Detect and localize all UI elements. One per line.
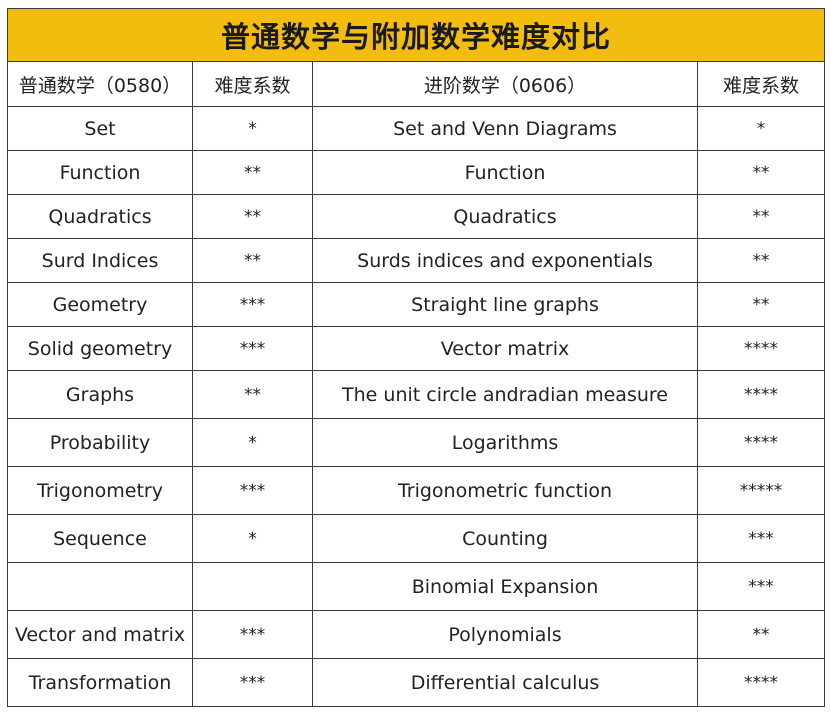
- additional-topic: Counting: [312, 514, 698, 563]
- standard-topic: Surd Indices: [7, 238, 193, 283]
- additional-topic: Trigonometric function: [312, 466, 698, 515]
- additional-difficulty: ****: [696, 658, 826, 707]
- additional-difficulty: ****: [696, 326, 826, 371]
- table-row: Sequence * Counting ***: [7, 514, 826, 563]
- standard-difficulty: ***: [192, 466, 313, 515]
- standard-difficulty: **: [192, 370, 313, 419]
- additional-topic: Surds indices and exponentials: [312, 238, 698, 283]
- standard-topic: Set: [7, 106, 193, 151]
- standard-difficulty: ***: [192, 326, 313, 371]
- table-row: Quadratics ** Quadratics **: [7, 194, 826, 239]
- header-additional-math: 进阶数学（0606）: [312, 61, 698, 107]
- standard-difficulty: *: [192, 106, 313, 151]
- standard-topic: Geometry: [7, 282, 193, 327]
- additional-topic: Set and Venn Diagrams: [312, 106, 698, 151]
- table-row: Set * Set and Venn Diagrams *: [7, 106, 826, 151]
- additional-topic: Quadratics: [312, 194, 698, 239]
- standard-topic: Trigonometry: [7, 466, 193, 515]
- table-row: Geometry *** Straight line graphs **: [7, 282, 826, 327]
- additional-difficulty: *: [696, 106, 826, 151]
- standard-difficulty: **: [192, 150, 313, 195]
- header-difficulty: 难度系数: [192, 61, 313, 107]
- table-row: Trigonometry *** Trigonometric function ***…: [7, 466, 826, 515]
- standard-difficulty: ***: [192, 282, 313, 327]
- additional-difficulty: **: [696, 238, 826, 283]
- standard-difficulty: **: [192, 194, 313, 239]
- additional-difficulty: ****: [696, 370, 826, 419]
- additional-topic: Binomial Expansion: [312, 562, 698, 611]
- additional-difficulty: **: [696, 194, 826, 239]
- additional-difficulty: *****: [696, 466, 826, 515]
- table-row: Solid geometry *** Vector matrix ****: [7, 326, 826, 371]
- additional-difficulty: ****: [696, 418, 826, 467]
- table-row: Surd Indices ** Surds indices and exponent…: [7, 238, 826, 283]
- standard-topic: Solid geometry: [7, 326, 193, 371]
- standard-difficulty: *: [192, 418, 313, 467]
- standard-topic: [7, 562, 193, 611]
- table-row: Vector and matrix *** Polynomials **: [7, 610, 826, 659]
- header-row: 普通数学（0580） 难度系数 进阶数学（0606） 难度系数: [7, 61, 826, 107]
- additional-difficulty: **: [696, 150, 826, 195]
- standard-difficulty: [192, 562, 313, 611]
- standard-difficulty: **: [192, 238, 313, 283]
- additional-topic: Vector matrix: [312, 326, 698, 371]
- standard-topic: Probability: [7, 418, 193, 467]
- additional-difficulty: **: [696, 610, 826, 659]
- header-difficulty: 难度系数: [696, 61, 826, 107]
- additional-topic: Logarithms: [312, 418, 698, 467]
- table-row: Transformation *** Differential calculus **…: [7, 658, 826, 707]
- standard-difficulty: ***: [192, 658, 313, 707]
- table-title: 普通数学与附加数学难度对比: [6, 8, 826, 62]
- table-row: Function ** Function **: [7, 150, 826, 195]
- standard-topic: Graphs: [7, 370, 193, 419]
- additional-topic: Polynomials: [312, 610, 698, 659]
- table-row: Graphs ** The unit circle andradian measur…: [7, 370, 826, 419]
- additional-difficulty: **: [696, 282, 826, 327]
- standard-difficulty: *: [192, 514, 313, 563]
- additional-difficulty: ***: [696, 562, 826, 611]
- standard-topic: Quadratics: [7, 194, 193, 239]
- standard-difficulty: ***: [192, 610, 313, 659]
- standard-topic: Sequence: [7, 514, 193, 563]
- standard-topic: Function: [7, 150, 193, 195]
- difficulty-comparison-table: 普通数学与附加数学难度对比 普通数学（0580） 难度系数 进阶数学（0606）…: [6, 8, 826, 707]
- table-row: Probability * Logarithms ****: [7, 418, 826, 467]
- additional-topic: Function: [312, 150, 698, 195]
- additional-topic: Differential calculus: [312, 658, 698, 707]
- standard-topic: Transformation: [7, 658, 193, 707]
- additional-topic: The unit circle andradian measure: [312, 370, 698, 419]
- table-row: Binomial Expansion ***: [7, 562, 826, 611]
- header-standard-math: 普通数学（0580）: [7, 61, 193, 107]
- additional-difficulty: ***: [696, 514, 826, 563]
- additional-topic: Straight line graphs: [312, 282, 698, 327]
- standard-topic: Vector and matrix: [7, 610, 193, 659]
